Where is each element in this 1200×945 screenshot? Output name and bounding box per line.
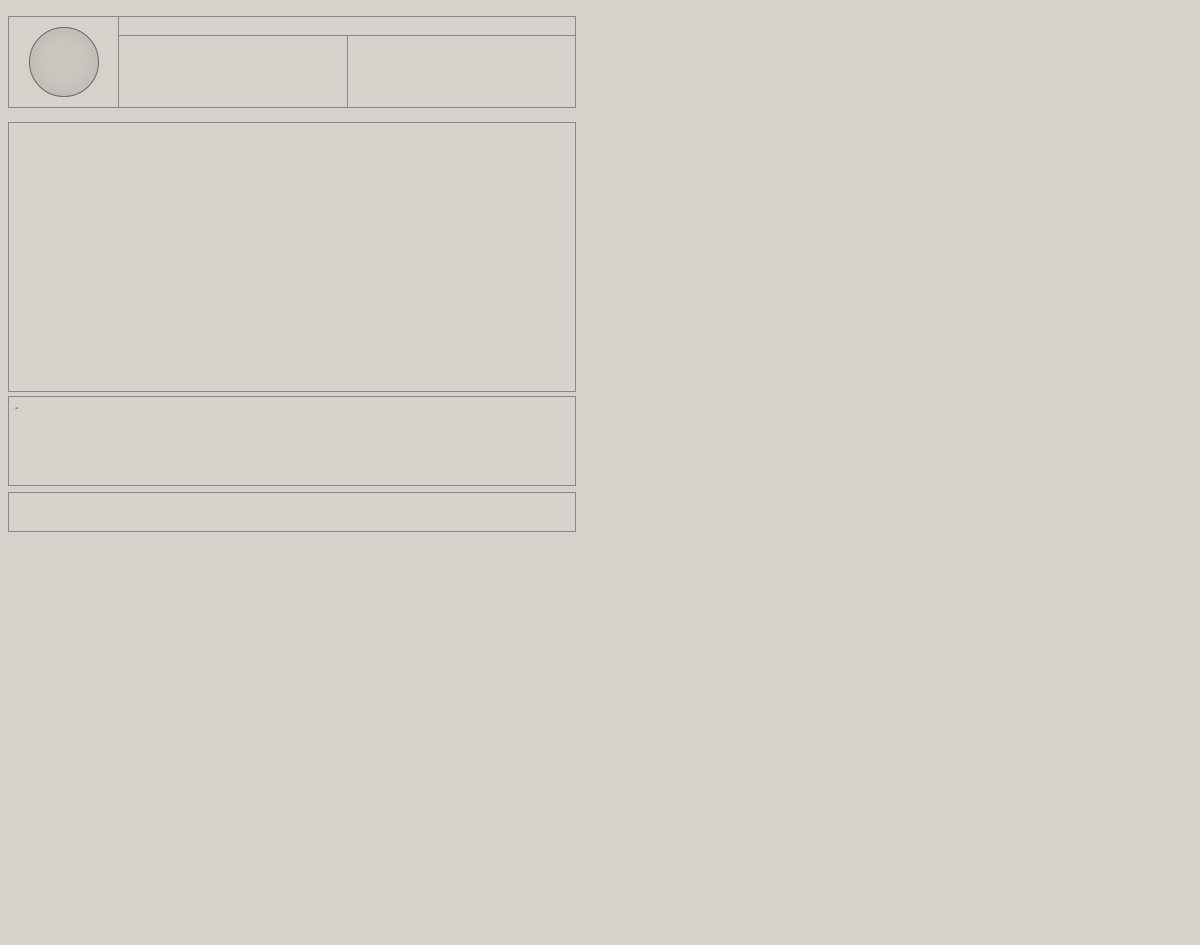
- distribution-chart: [8, 122, 576, 392]
- model-block: [348, 36, 576, 107]
- warnings-box: [8, 492, 576, 532]
- right-column: [584, 8, 1192, 532]
- logo-icon: [29, 27, 99, 97]
- header-block: [8, 16, 576, 108]
- date-block: [119, 36, 348, 107]
- page: -: [8, 8, 1192, 532]
- left-column: -: [8, 8, 576, 532]
- logo-cell: [9, 17, 119, 107]
- notes-box: -: [8, 396, 576, 486]
